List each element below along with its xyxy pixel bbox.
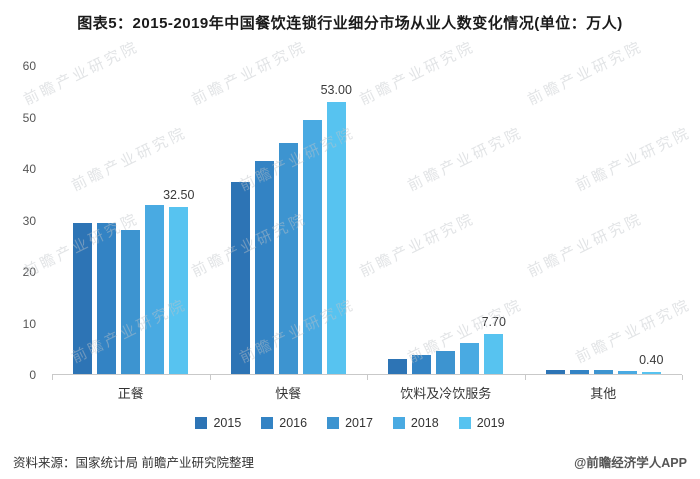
legend-swatch: [327, 417, 340, 429]
bar-2017-正餐: [121, 230, 141, 374]
bar-2015-快餐: [230, 181, 250, 374]
y-tick-label: 60: [22, 59, 36, 73]
bar-2019-其他: 0.40: [639, 353, 663, 374]
legend-swatch: [261, 417, 274, 429]
x-axis-tick: [209, 375, 211, 380]
y-axis: 0 10 20 30 40 50 60: [6, 60, 44, 381]
bar-2017-其他: [593, 370, 613, 374]
x-category-label: 快餐: [275, 386, 302, 401]
legend-swatch: [392, 417, 405, 429]
bar-value-label: 7.70: [481, 315, 506, 330]
bar-2018-饮料及冷饮服务: [460, 343, 480, 374]
legend-item-2016[interactable]: 2016: [261, 416, 307, 430]
legend-label: 2017: [345, 416, 373, 430]
legend-label: 2015: [213, 416, 242, 430]
y-tick-label: 50: [22, 110, 36, 125]
bar-value-label: 32.50: [163, 188, 195, 203]
source-note: 资料来源：国家统计局 前瞻产业研究院整理: [13, 456, 254, 470]
x-category-label: 饮料及冷饮服务: [400, 386, 492, 401]
x-axis-tick: [52, 375, 53, 380]
bar-2019-快餐: 53.00: [321, 83, 352, 374]
bar-2015-正餐: [73, 222, 93, 374]
bar-2019-正餐: 32.50: [163, 188, 194, 374]
bar-group-4: 0.40: [545, 66, 663, 374]
y-tick-label: 40: [22, 162, 36, 176]
legend-label: 2018: [410, 416, 439, 430]
bar-group-1: 32.50: [73, 66, 194, 374]
bar-2019-饮料及冷饮服务: 7.70: [482, 315, 506, 374]
legend-item-2018[interactable]: 2018: [392, 416, 439, 430]
x-axis-labels: 正餐 快餐 饮料及冷饮服务 其他: [52, 383, 682, 402]
bar-2018-正餐: [145, 204, 165, 374]
legend-swatch: [458, 417, 471, 429]
bar-value-label: 0.40: [639, 352, 664, 367]
legend-item-2019[interactable]: 2019: [458, 416, 505, 430]
bar-2017-快餐: [278, 143, 298, 374]
x-axis-tick: [524, 375, 526, 380]
legend-label: 2019: [476, 416, 505, 430]
bar-2016-正餐: [97, 222, 117, 374]
chart-area: 0 10 20 30 40 50 60 32.50 53.00 7.70 0.40 正餐 快餐 饮料及…: [23, 60, 683, 401]
y-tick-label: 30: [22, 213, 36, 228]
bar-2015-其他: [545, 369, 565, 374]
bar-group-2: 53.00: [230, 66, 352, 374]
legend-label: 2016: [279, 416, 308, 430]
legend-item-2015[interactable]: 2015: [195, 416, 241, 430]
x-axis-tick: [367, 375, 368, 380]
x-category-label: 其他: [590, 386, 617, 401]
legend-swatch: [195, 417, 208, 429]
x-category-label: 正餐: [117, 386, 144, 401]
y-tick-label: 0: [29, 368, 36, 382]
bar-2018-快餐: [302, 119, 322, 374]
bar-2015-饮料及冷饮服务: [388, 358, 408, 374]
plot-area: 32.50 53.00 7.70 0.40: [52, 66, 682, 375]
bar-group-3: 7.70: [388, 66, 506, 374]
bar-2018-其他: [617, 371, 637, 374]
bar-value-label: 53.00: [320, 82, 352, 97]
y-tick-label: 20: [22, 265, 36, 279]
chart-title: 图表5：2015-2019年中国餐饮连锁行业细分市场从业人数变化情况(单位：万人…: [77, 15, 623, 32]
x-axis-ticks: [52, 375, 683, 380]
bar-2016-快餐: [254, 160, 274, 374]
bar-2016-饮料及冷饮服务: [412, 355, 432, 374]
brand-note: @前瞻经济学人APP: [574, 456, 687, 470]
legend-item-2017[interactable]: 2017: [327, 416, 373, 430]
x-axis-tick: [682, 375, 683, 380]
legend: 2015 2016 2017 2018 2019: [0, 416, 700, 430]
bar-2017-饮料及冷饮服务: [436, 350, 456, 374]
y-tick-label: 10: [22, 316, 36, 331]
bar-2016-其他: [569, 369, 589, 374]
footer: 资料来源：国家统计局 前瞻产业研究院整理 @前瞻经济学人APP: [13, 452, 687, 471]
